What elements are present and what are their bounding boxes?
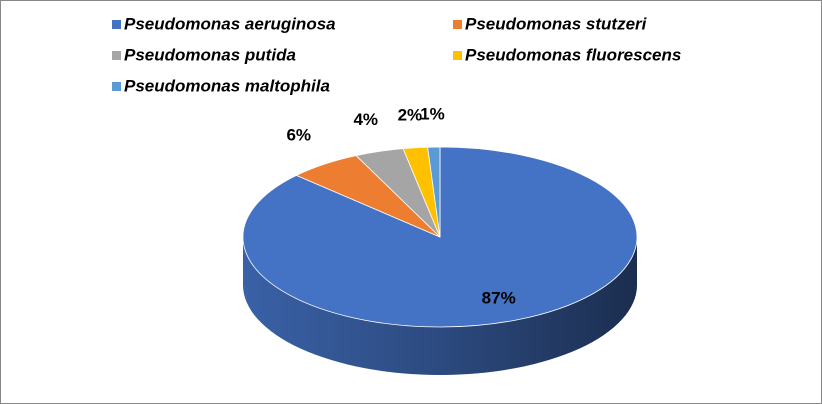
legend-label: Pseudomonas maltophila bbox=[124, 76, 330, 95]
legend-label: Pseudomonas fluorescens bbox=[465, 45, 681, 64]
data-label: 2% bbox=[398, 106, 423, 125]
slice-side-shade bbox=[243, 237, 637, 375]
data-label: 1% bbox=[420, 105, 445, 124]
legend-marker bbox=[112, 20, 121, 29]
legend-marker bbox=[453, 20, 462, 29]
slice bbox=[427, 146, 441, 238]
legend-marker bbox=[453, 51, 462, 60]
legend-label: Pseudomonas aeruginosa bbox=[124, 14, 336, 33]
legend-label: Pseudomonas stutzeri bbox=[465, 14, 648, 33]
slice bbox=[242, 146, 638, 328]
data-label: 4% bbox=[353, 110, 378, 129]
data-label: 6% bbox=[286, 126, 311, 145]
data-label: 87% bbox=[482, 288, 516, 307]
legend-marker bbox=[112, 82, 121, 91]
legend-marker bbox=[112, 51, 121, 60]
legend-label: Pseudomonas putida bbox=[124, 45, 296, 64]
